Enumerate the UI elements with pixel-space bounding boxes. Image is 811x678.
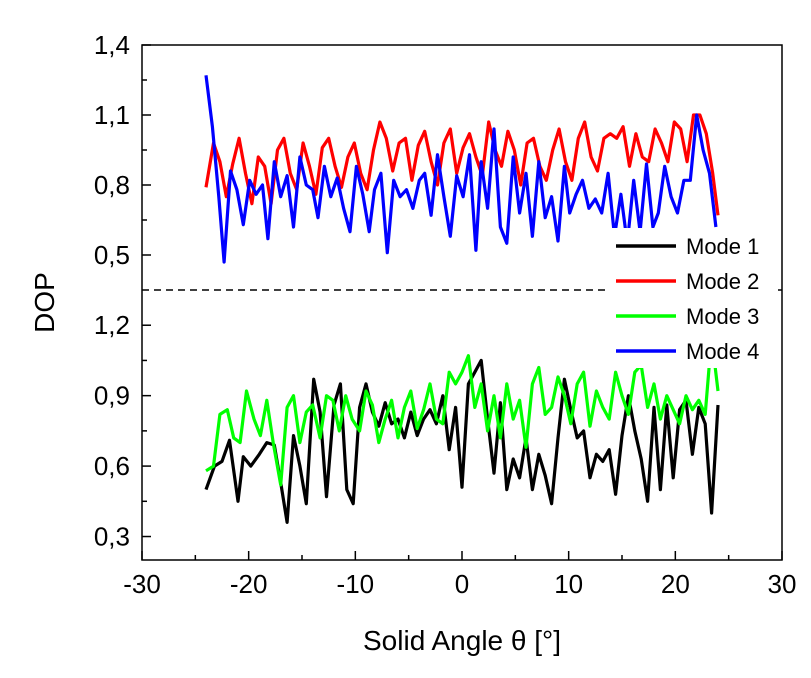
axes-layer: -30 -20 -10 0 10 20 30 0,5 0,8 1,1 1,4 0,3 0,6 0,9 1,2 bbox=[94, 30, 797, 599]
y-tick-label: 0,8 bbox=[94, 170, 130, 200]
legend-label: Mode 2 bbox=[686, 269, 759, 294]
x-tick-label: 0 bbox=[455, 569, 469, 599]
x-tick-label: 20 bbox=[661, 569, 690, 599]
x-axis-title: Solid Angle θ [°] bbox=[363, 625, 561, 656]
legend-label: Mode 3 bbox=[686, 304, 759, 329]
y-tick-label: 0,6 bbox=[94, 451, 130, 481]
y-tick-label: 1,2 bbox=[94, 310, 130, 340]
legend-label: Mode 4 bbox=[686, 339, 759, 364]
x-tick-label: 30 bbox=[768, 569, 797, 599]
x-tick-label: 10 bbox=[554, 569, 583, 599]
y-tick-label: 0,5 bbox=[94, 240, 130, 270]
series-line-mode-3 bbox=[205, 335, 720, 487]
series-line-mode-2 bbox=[204, 113, 720, 216]
series-layer bbox=[204, 75, 720, 525]
x-tick-label: -20 bbox=[230, 569, 268, 599]
y-tick-label: 0,9 bbox=[94, 381, 130, 411]
legend: Mode 1 Mode 2 Mode 3 Mode 4 bbox=[608, 228, 778, 368]
x-tick-label: -30 bbox=[123, 569, 161, 599]
y-axis-title: DOP bbox=[29, 272, 60, 333]
y-tick-label: 0,3 bbox=[94, 522, 130, 552]
series-line-mode-4 bbox=[204, 75, 718, 264]
y-tick-label: 1,1 bbox=[94, 100, 130, 130]
legend-background bbox=[608, 228, 778, 368]
legend-label: Mode 1 bbox=[686, 234, 759, 259]
y-tick-label: 1,4 bbox=[94, 30, 130, 60]
series-line-mode-1 bbox=[204, 358, 720, 525]
x-tick-label: -10 bbox=[337, 569, 375, 599]
